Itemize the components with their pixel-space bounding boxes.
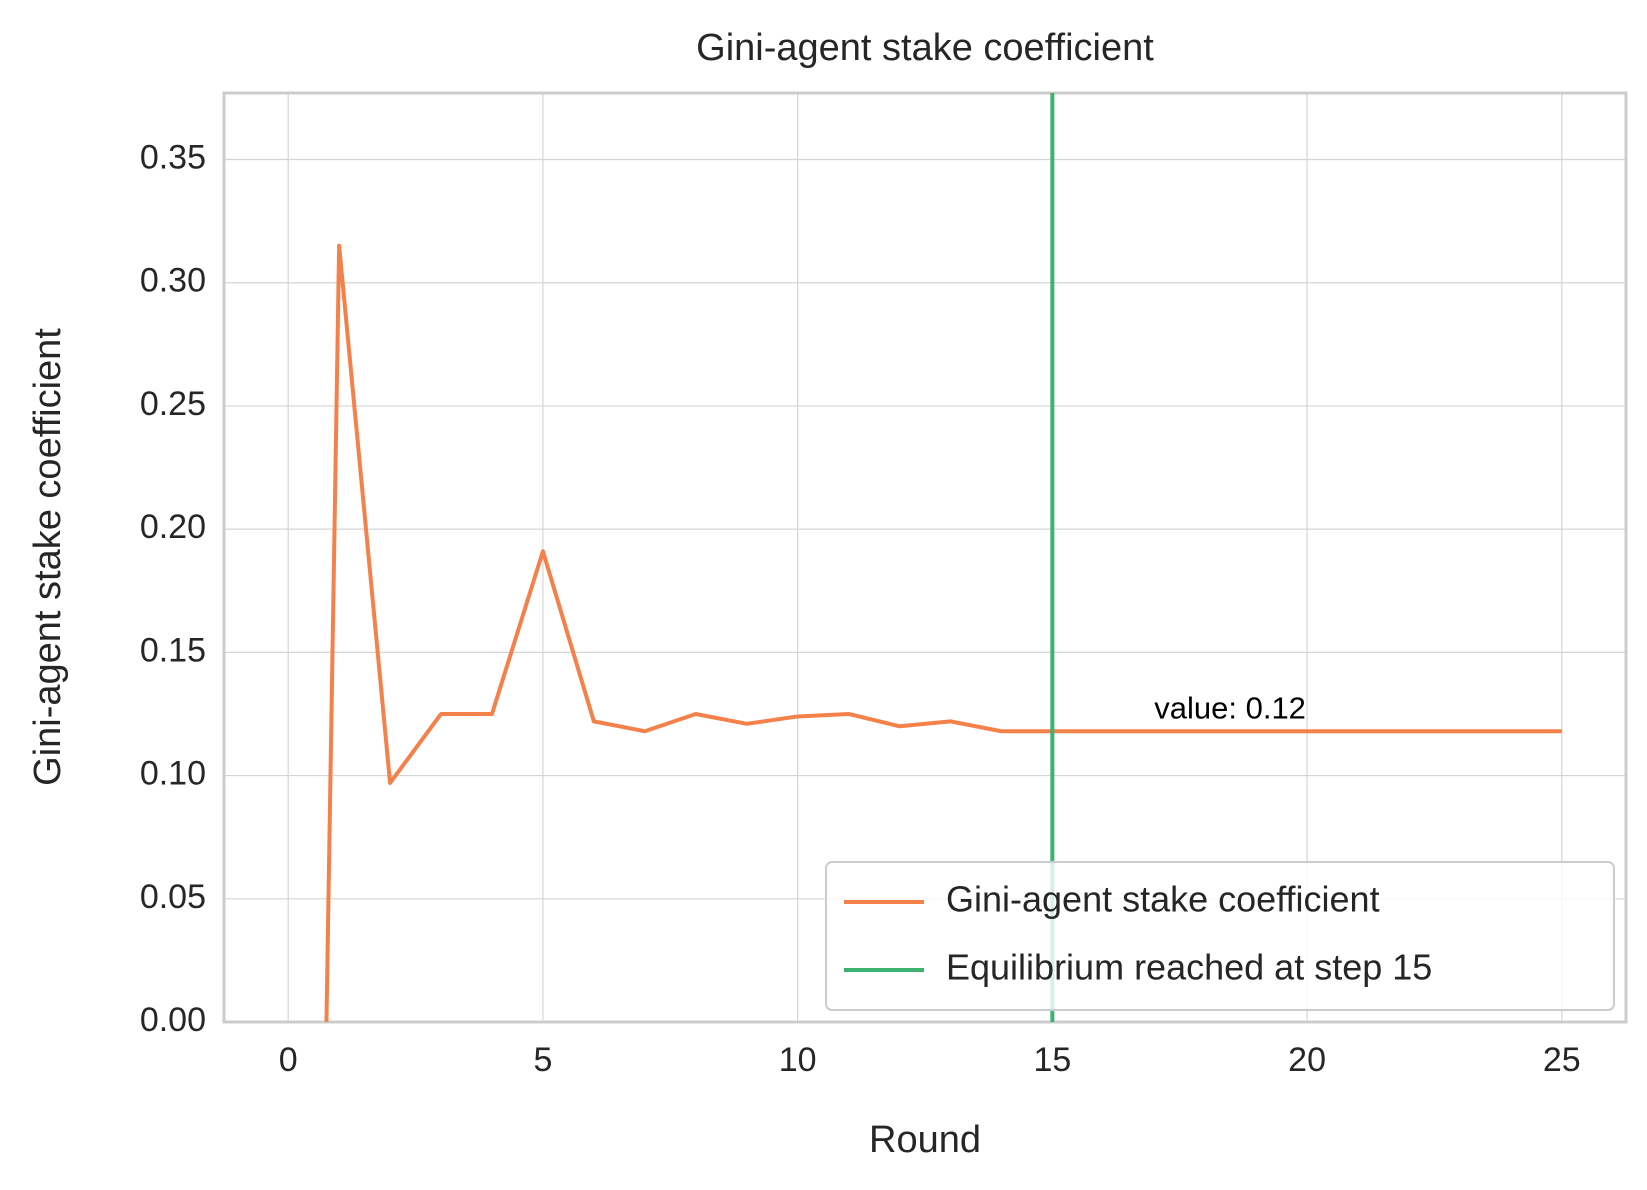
x-tick-label: 5 [533, 1041, 552, 1079]
y-tick-label: 0.35 [140, 139, 206, 177]
y-axis-label: Gini-agent stake coefficient [27, 328, 69, 786]
y-tick-label: 0.05 [140, 878, 206, 916]
x-tick-label: 0 [279, 1041, 298, 1079]
x-tick-label: 10 [779, 1041, 817, 1079]
y-tick-label: 0.25 [140, 385, 206, 423]
legend-label: Equilibrium reached at step 15 [946, 947, 1432, 988]
plot-frame [222, 91, 1628, 1024]
x-tick-label: 20 [1288, 1041, 1326, 1079]
x-axis-label: Round [869, 1119, 981, 1161]
y-tick-label: 0.10 [140, 755, 206, 793]
y-tick-label: 0.00 [140, 1001, 206, 1039]
legend-box [825, 861, 1615, 1011]
y-tick-label: 0.30 [140, 262, 206, 300]
y-tick-label: 0.20 [140, 508, 206, 546]
chart-title: Gini-agent stake coefficient [696, 27, 1154, 69]
x-tick-label: 25 [1543, 1041, 1581, 1079]
data-line [324, 243, 1562, 1022]
plot-area [324, 93, 1562, 1022]
y-tick-label: 0.15 [140, 631, 206, 669]
legend-label: Gini-agent stake coefficient [946, 879, 1380, 920]
x-tick-label: 15 [1033, 1041, 1071, 1079]
annotation: value: 0.12 [1154, 690, 1306, 725]
